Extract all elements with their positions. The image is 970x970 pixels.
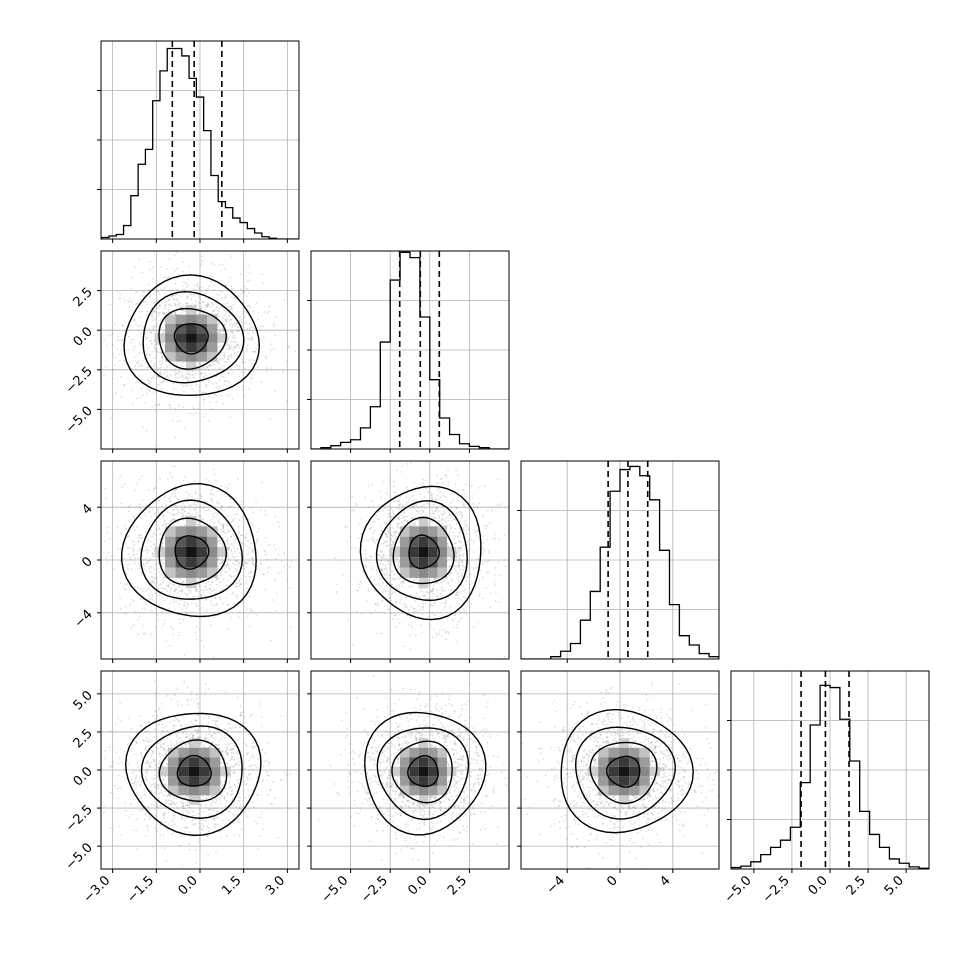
density-0-2-ytick-label: 0 [79, 554, 95, 570]
contour-level [123, 274, 261, 397]
contour-level [174, 535, 210, 570]
density-0-3-xtick-label: 3.0 [263, 873, 288, 898]
histogram-step-line [521, 465, 719, 659]
contour-level [408, 534, 440, 570]
density-panel-0-2: −4 0 4 [72, 460, 300, 663]
contour-level [589, 741, 658, 805]
density-0-3-xtick-label: −1.5 [124, 873, 157, 906]
histogram-step-line [731, 684, 929, 869]
density-1-3-xtick-label: 2.5 [445, 873, 470, 898]
density-0-3-ytick-label: −2.5 [63, 802, 96, 835]
contour-level [364, 711, 487, 836]
density-2-3-xtick-label: 4 [657, 873, 673, 889]
density-1-3-xtick-label: −2.5 [358, 873, 391, 906]
scatter-points [101, 251, 297, 447]
density-0-3-xtick-label: 1.5 [219, 873, 244, 898]
density-2-3-xtick-label: −4 [544, 873, 568, 897]
density-0-1-ytick-label: −5.0 [63, 404, 96, 437]
density-panel-0-3: −3.0 −1.5 0.0 1.5 3.0 −5.0 −2.5 0.0 2.5 5.0 [63, 670, 300, 906]
histogram-panel-2 [517, 460, 720, 663]
contour-level [605, 755, 641, 788]
density-0-3-xtick-label: −3.0 [81, 873, 114, 906]
density-0-3-ytick-label: 5.0 [71, 688, 96, 713]
contour-level [140, 499, 244, 600]
contour-level [376, 727, 470, 821]
density-1-3-xtick-label: 0.0 [405, 873, 430, 898]
density-0-3-xtick-label: 0.0 [176, 873, 201, 898]
contour-level [176, 754, 212, 787]
histogram-panel-1 [307, 250, 510, 453]
contour-lines [123, 274, 261, 397]
histogram-panel-3: −5.0 −2.5 0.0 2.5 5.0 [722, 670, 930, 906]
density-0-1-ytick-label: 0.0 [71, 324, 96, 349]
histogram-step-line [311, 251, 509, 449]
density-0-1-ytick-label: 2.5 [71, 285, 96, 310]
density-0-3-ytick-label: 0.0 [71, 764, 96, 789]
density-cells [390, 515, 457, 589]
histogram-3-xtick-label: 5.0 [882, 873, 907, 898]
contour-level [392, 516, 455, 585]
contour-level [158, 739, 228, 802]
histogram-step-line [101, 47, 299, 239]
contour-lines [121, 483, 257, 618]
contour-level [391, 740, 453, 804]
contour-level [121, 483, 257, 618]
contour-level [560, 708, 694, 834]
density-cells [154, 305, 228, 372]
contour-level [574, 726, 676, 820]
contour-lines [124, 712, 262, 837]
density-2-3-xtick-label: 0 [604, 873, 620, 889]
contour-lines [364, 711, 487, 836]
density-0-3-ytick-label: −5.0 [63, 840, 96, 873]
density-panel-0-1: −5.0 −2.5 0.0 2.5 [63, 250, 300, 453]
histogram-3-xtick-label: 0.0 [806, 873, 831, 898]
density-panel-1-2 [307, 460, 510, 663]
density-0-1-ytick-label: −2.5 [63, 364, 96, 397]
contour-level [407, 755, 439, 788]
contour-level [158, 307, 227, 370]
density-panel-2-3: −4 0 4 [517, 670, 720, 897]
contour-level [142, 291, 245, 384]
contour-level [359, 485, 482, 621]
density-0-3-ytick-label: 2.5 [71, 726, 96, 751]
histogram-panel-0 [97, 40, 300, 243]
density-panel-1-3: −5.0 −2.5 0.0 2.5 [307, 670, 510, 906]
density-1-3-xtick-label: −5.0 [318, 873, 351, 906]
contour-level [124, 712, 262, 837]
contour-level [375, 500, 468, 602]
contour-level [140, 725, 243, 819]
density-cells [390, 738, 457, 805]
contour-level [173, 323, 209, 355]
contour-level [158, 517, 227, 586]
density-cells [157, 738, 231, 805]
histogram-3-xtick-label: −2.5 [760, 873, 793, 906]
histogram-3-xtick-label: −5.0 [722, 873, 755, 906]
density-cells [587, 738, 661, 805]
contour-lines [560, 708, 694, 834]
density-0-2-ytick-label: −4 [72, 607, 96, 631]
histogram-3-xtick-label: 2.5 [844, 873, 869, 898]
contour-lines [359, 485, 482, 621]
density-0-2-ytick-label: 4 [79, 501, 95, 517]
